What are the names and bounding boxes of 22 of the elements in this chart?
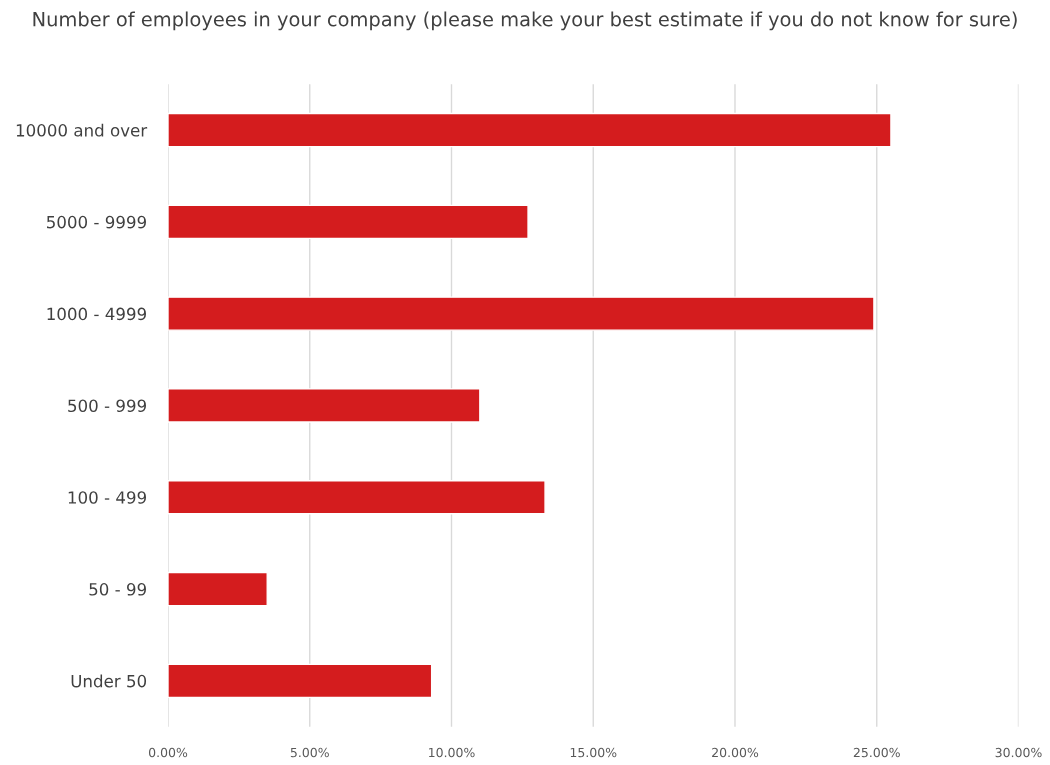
x-tick-label: 10.00%	[429, 747, 475, 758]
bar	[168, 388, 481, 423]
y-tick-label: 50 - 99	[89, 583, 146, 596]
bar	[168, 571, 268, 607]
x-tick-label: 25.00%	[853, 747, 900, 758]
y-tick-label: 10000 and over	[16, 123, 148, 137]
x-tick-label: 30.00%	[995, 747, 1042, 758]
y-tick-label: 500 - 999	[68, 399, 146, 413]
x-tick-label: 20.00%	[712, 747, 759, 758]
bar	[168, 204, 529, 240]
bar	[168, 296, 875, 331]
x-tick-label: 15.00%	[570, 747, 617, 758]
bar	[168, 112, 892, 148]
chart-title: Number of employees in your company (please make your best estimate if you do not know for sure)	[33, 11, 1017, 31]
x-tick-label: 5.00%	[290, 747, 329, 758]
y-tick-label: 100 - 499	[68, 491, 146, 504]
y-tick-label: 1000 - 4999	[47, 307, 146, 321]
y-tick-label: Under 50	[71, 674, 147, 688]
bar	[168, 663, 433, 699]
bar	[168, 480, 546, 515]
y-tick-label: 5000 - 9999	[47, 215, 146, 229]
x-tick-label: 0.00%	[148, 747, 188, 758]
